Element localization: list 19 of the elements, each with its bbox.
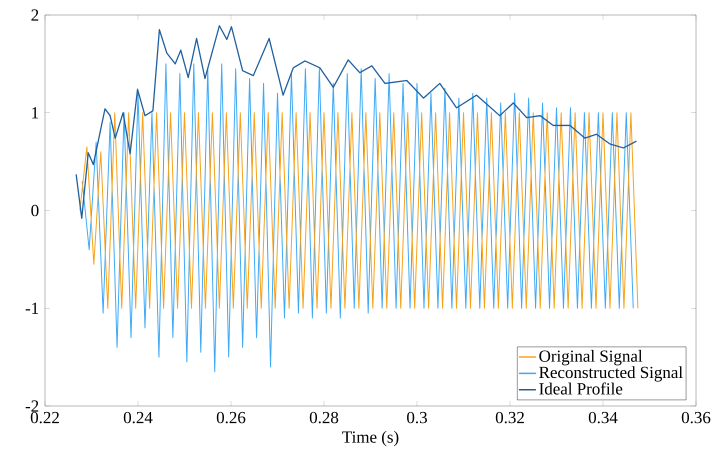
x-tick-label: 0.26: [216, 412, 246, 424]
line-series: [79, 112, 638, 309]
x-axis-title: Time (s): [342, 430, 398, 446]
x-tick-label: 0.3: [407, 412, 427, 424]
x-tick-label: 0.32: [496, 412, 524, 424]
legend-label: Original Signal: [539, 350, 642, 366]
x-tick-label: 0.24: [124, 412, 153, 424]
y-tick-label: -2: [26, 400, 38, 412]
legend-label: Ideal Profile: [539, 382, 622, 395]
x-tick-label: 0.22: [30, 412, 59, 424]
x-tick-label: 0.34: [588, 412, 618, 424]
x-tick-label: 0.36: [682, 412, 710, 424]
legend-label: Reconstructed Signal: [539, 366, 683, 382]
y-tick-label: -1: [26, 302, 38, 314]
y-tick-label: 2: [31, 9, 38, 21]
y-tick-label: 0: [31, 204, 39, 216]
x-tick-label: 0.28: [310, 412, 338, 424]
line-series: [76, 25, 638, 219]
y-tick-label: 1: [32, 107, 38, 118]
